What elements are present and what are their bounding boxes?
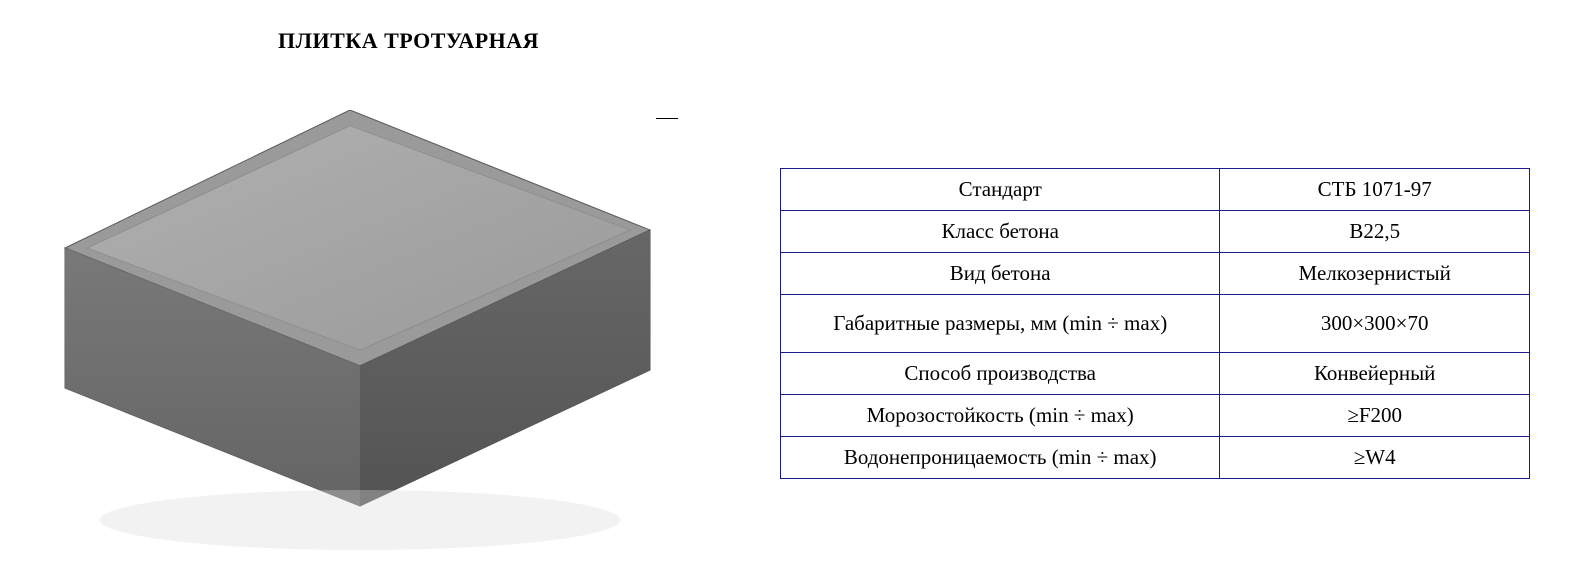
specifications-table: Стандарт СТБ 1071-97 Класс бетона В22,5 …	[780, 168, 1530, 479]
spec-label: Класс бетона	[781, 211, 1220, 253]
table-row: Водонепроницаемость (min ÷ max) ≥W4	[781, 437, 1530, 479]
spec-value: ≥W4	[1220, 437, 1530, 479]
page-title: ПЛИТКА ТРОТУАРНАЯ	[278, 28, 539, 54]
spec-label: Стандарт	[781, 169, 1220, 211]
spec-label: Водонепроницаемость (min ÷ max)	[781, 437, 1220, 479]
spec-label: Морозостойкость (min ÷ max)	[781, 395, 1220, 437]
spec-label: Габаритные размеры, мм (min ÷ max)	[781, 295, 1220, 353]
table-row: Вид бетона Мелкозернистый	[781, 253, 1530, 295]
spec-value: Конвейерный	[1220, 353, 1530, 395]
spec-value: СТБ 1071-97	[1220, 169, 1530, 211]
spec-label: Вид бетона	[781, 253, 1220, 295]
table-row: Стандарт СТБ 1071-97	[781, 169, 1530, 211]
table-row: Класс бетона В22,5	[781, 211, 1530, 253]
spec-value: 300×300×70	[1220, 295, 1530, 353]
table-row: Способ производства Конвейерный	[781, 353, 1530, 395]
table-row: Габаритные размеры, мм (min ÷ max) 300×3…	[781, 295, 1530, 353]
paving-tile-render	[60, 110, 670, 580]
spec-value: Мелкозернистый	[1220, 253, 1530, 295]
table-row: Морозостойкость (min ÷ max) ≥F200	[781, 395, 1530, 437]
spec-value: В22,5	[1220, 211, 1530, 253]
spec-value: ≥F200	[1220, 395, 1530, 437]
spec-label: Способ производства	[781, 353, 1220, 395]
